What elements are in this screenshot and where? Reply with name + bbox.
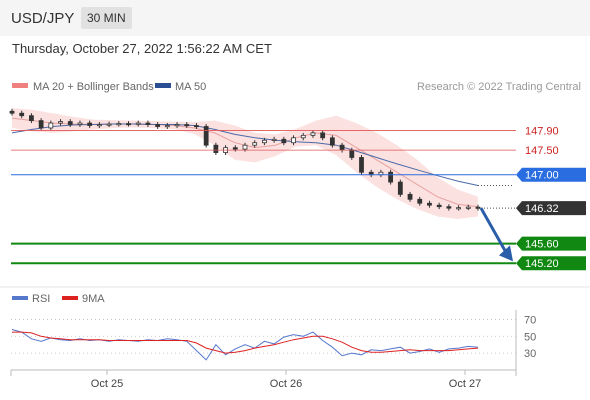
pivot-label: 147.00 bbox=[525, 170, 559, 182]
candle-body bbox=[339, 144, 345, 151]
top-bar: USD/JPY 30 MIN bbox=[0, 0, 590, 36]
legend-credit: Research © 2022 Trading Central bbox=[417, 81, 581, 93]
last-price-tag bbox=[516, 201, 586, 216]
rsi-tick-label: 30 bbox=[524, 348, 536, 360]
rsi-tick-label: 50 bbox=[524, 331, 536, 343]
candle-body bbox=[349, 149, 355, 158]
candlesticks bbox=[9, 108, 481, 211]
pivot-tag bbox=[516, 167, 586, 182]
bollinger-band-area bbox=[12, 108, 478, 219]
instrument-title: USD/JPY bbox=[11, 10, 75, 27]
candle-body bbox=[184, 124, 190, 127]
x-axis-ticks: Oct 25 Oct 26 Oct 27 bbox=[91, 370, 481, 390]
legend-rsi-ma-swatch bbox=[62, 296, 78, 300]
candle-body bbox=[19, 112, 25, 117]
candle-body bbox=[77, 122, 83, 125]
candle-body bbox=[135, 122, 141, 125]
candle-body bbox=[320, 132, 326, 139]
rsi-ma-line bbox=[12, 331, 479, 354]
legend-ma20-bb: MA 20 + Bollinger Bands bbox=[33, 81, 154, 93]
candle-body bbox=[436, 204, 442, 208]
candle-body bbox=[465, 206, 471, 209]
last-price-label: 146.32 bbox=[525, 203, 559, 215]
candle-body bbox=[38, 120, 44, 129]
candle-body bbox=[446, 206, 452, 209]
candle-body bbox=[116, 123, 122, 126]
candle-body bbox=[67, 121, 73, 125]
rsi-line bbox=[11, 329, 479, 361]
candle-body bbox=[194, 125, 199, 128]
timeframe-badge[interactable]: 30 MIN bbox=[81, 7, 132, 29]
candle-body bbox=[417, 198, 423, 204]
candle-body bbox=[155, 124, 161, 127]
candle-body bbox=[300, 134, 306, 139]
legend-rsi-ma: 9MA bbox=[82, 293, 105, 305]
candle-body bbox=[174, 124, 180, 127]
legend-ma50: MA 50 bbox=[175, 81, 206, 93]
candle-body bbox=[58, 121, 63, 124]
x-tick-label: Oct 25 bbox=[91, 378, 123, 390]
candle-body bbox=[397, 181, 403, 195]
legend-rsi: RSI bbox=[32, 293, 50, 305]
legend-ma50-swatch bbox=[155, 83, 171, 88]
forecast-arrow bbox=[479, 207, 513, 262]
price-levels: 147.90 147.50 147.00 146.32 145.60 145.20 bbox=[11, 125, 586, 271]
candle-body bbox=[252, 142, 258, 146]
candle-body bbox=[164, 125, 170, 128]
resistance-label: 147.50 bbox=[525, 145, 559, 157]
candle-body bbox=[145, 122, 151, 125]
bollinger-bands bbox=[12, 108, 478, 219]
candle-body bbox=[96, 124, 102, 127]
candle-body bbox=[242, 144, 248, 150]
candle-body bbox=[407, 193, 413, 200]
support-label: 145.20 bbox=[525, 258, 559, 270]
candle-body bbox=[281, 138, 287, 144]
legend-ma20-swatch bbox=[12, 83, 28, 88]
rsi-panel: 70 50 30 bbox=[11, 314, 536, 361]
candle-body bbox=[87, 122, 93, 126]
candle-body bbox=[456, 207, 461, 210]
legend-rsi-swatch bbox=[12, 296, 28, 300]
support-tag bbox=[516, 256, 586, 271]
candle-body bbox=[329, 137, 335, 146]
forecast-arrow-shaft bbox=[479, 207, 508, 254]
candle-body bbox=[29, 115, 34, 121]
support-tag bbox=[516, 236, 586, 251]
timestamp: Thursday, October 27, 2022 1:56:22 AM CE… bbox=[12, 41, 272, 56]
resistance-label: 147.90 bbox=[525, 125, 559, 137]
candle-body bbox=[213, 144, 219, 153]
candle-body bbox=[310, 132, 316, 136]
x-tick-label: Oct 27 bbox=[449, 378, 481, 390]
forecast-arrow-head bbox=[499, 245, 513, 262]
candle-body bbox=[359, 157, 364, 173]
candle-body bbox=[126, 123, 131, 126]
candle-body bbox=[271, 138, 277, 141]
candle-body bbox=[291, 137, 296, 144]
rsi-tick-label: 70 bbox=[524, 314, 536, 326]
x-tick-label: Oct 26 bbox=[270, 378, 302, 390]
candle-body bbox=[106, 123, 112, 126]
candle-body bbox=[232, 147, 238, 150]
candle-body bbox=[262, 139, 267, 144]
candle-body bbox=[203, 126, 209, 146]
candle-body bbox=[388, 171, 394, 183]
candle-body bbox=[9, 110, 15, 114]
candle-body bbox=[48, 122, 54, 129]
candle-body bbox=[427, 202, 432, 206]
support-label: 145.60 bbox=[525, 239, 559, 251]
